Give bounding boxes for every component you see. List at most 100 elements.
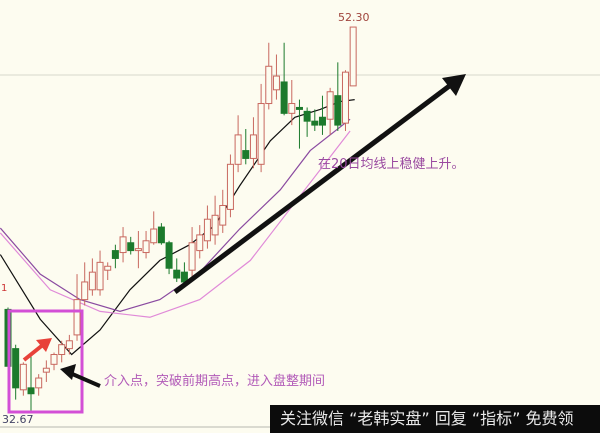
moving-average-line-1 bbox=[0, 99, 355, 356]
candle bbox=[27, 354, 35, 412]
candle bbox=[334, 62, 342, 131]
candle-body bbox=[12, 348, 20, 389]
candle bbox=[50, 352, 58, 371]
candle bbox=[150, 211, 158, 245]
candle-body bbox=[188, 242, 196, 271]
candle bbox=[226, 154, 234, 218]
candle bbox=[234, 115, 242, 173]
candle bbox=[173, 258, 181, 282]
candle bbox=[211, 195, 219, 245]
red-arrow-icon bbox=[22, 338, 52, 362]
candle bbox=[35, 374, 43, 396]
entry-box bbox=[7, 309, 84, 414]
candle-body bbox=[326, 91, 334, 120]
candle-body bbox=[196, 234, 204, 252]
candle-body bbox=[65, 340, 73, 350]
candle bbox=[341, 70, 349, 131]
candle bbox=[349, 26, 357, 87]
candle bbox=[288, 80, 296, 126]
candle bbox=[104, 262, 112, 280]
candle-body bbox=[249, 134, 257, 159]
candle-body bbox=[226, 163, 234, 210]
trend-note: 在20日均线上稳健上升。 bbox=[318, 157, 465, 172]
candle bbox=[134, 230, 142, 269]
candle-body bbox=[142, 240, 150, 254]
candle-body bbox=[104, 265, 112, 271]
candle bbox=[88, 258, 96, 296]
candle-body bbox=[173, 269, 181, 279]
candle-body bbox=[73, 299, 81, 336]
candle-body bbox=[288, 103, 296, 114]
candle bbox=[142, 230, 150, 259]
candle-body bbox=[96, 261, 104, 291]
candle-body bbox=[334, 95, 342, 126]
candle bbox=[311, 109, 319, 131]
candle bbox=[157, 223, 165, 245]
candle bbox=[73, 274, 81, 341]
candle-body bbox=[35, 377, 43, 389]
candle bbox=[19, 362, 27, 396]
candle bbox=[303, 107, 311, 137]
candle bbox=[127, 236, 135, 255]
candle bbox=[96, 250, 104, 296]
candle bbox=[12, 344, 20, 400]
candle-body bbox=[119, 236, 127, 254]
candle-body bbox=[157, 226, 165, 244]
black-arrow-icon bbox=[60, 364, 101, 388]
candle bbox=[318, 95, 326, 135]
low-price-label: 32.67 bbox=[2, 413, 34, 426]
trend-arrow-icon bbox=[173, 74, 466, 294]
candle bbox=[119, 227, 127, 263]
candle-body bbox=[203, 218, 211, 242]
candle bbox=[165, 240, 173, 275]
candle-body bbox=[242, 150, 250, 159]
candle-body bbox=[272, 75, 280, 91]
candle bbox=[203, 205, 211, 249]
candle bbox=[272, 54, 280, 100]
candle-body bbox=[349, 26, 357, 87]
candle-body bbox=[127, 242, 135, 252]
promo-banner: 关注微信 “老韩实盘” 回复 “指标” 免费领 bbox=[270, 405, 600, 433]
candles bbox=[4, 26, 357, 412]
candle-body bbox=[58, 344, 66, 356]
candle-body bbox=[27, 387, 35, 395]
candle-body bbox=[19, 363, 27, 391]
candle bbox=[81, 262, 89, 306]
candle bbox=[188, 227, 196, 280]
candle bbox=[196, 225, 204, 259]
candle-body bbox=[303, 110, 311, 122]
candle bbox=[219, 189, 227, 233]
candle-body bbox=[111, 250, 119, 259]
moving-average-line-2 bbox=[0, 118, 351, 312]
candle-body bbox=[42, 367, 50, 373]
candle-body bbox=[50, 354, 58, 365]
candle-body bbox=[280, 81, 288, 114]
high-price-label: 52.30 bbox=[338, 11, 370, 24]
candle-body bbox=[234, 134, 242, 165]
candle-body bbox=[311, 120, 319, 126]
candle bbox=[257, 83, 265, 173]
entry-note: 介入点，突破前期高点，进入盘整期间 bbox=[104, 374, 326, 389]
candle-body bbox=[318, 116, 326, 126]
candle-body bbox=[295, 106, 303, 110]
candle-body bbox=[265, 65, 273, 105]
candle bbox=[65, 334, 73, 355]
candle-body bbox=[257, 103, 265, 165]
candle-body bbox=[81, 281, 89, 301]
candle bbox=[249, 117, 257, 169]
candle-body bbox=[165, 242, 173, 269]
candle-body bbox=[134, 248, 142, 252]
candle bbox=[280, 42, 288, 116]
candle-body bbox=[219, 204, 227, 226]
candle bbox=[242, 129, 250, 165]
moving-averages bbox=[0, 99, 355, 356]
candle bbox=[111, 244, 119, 269]
left-marker: 1 bbox=[1, 283, 8, 294]
candle-body bbox=[88, 271, 96, 291]
candle-body bbox=[150, 228, 158, 244]
candle-body bbox=[341, 71, 349, 124]
candle-body bbox=[211, 214, 219, 236]
candle bbox=[58, 340, 66, 363]
